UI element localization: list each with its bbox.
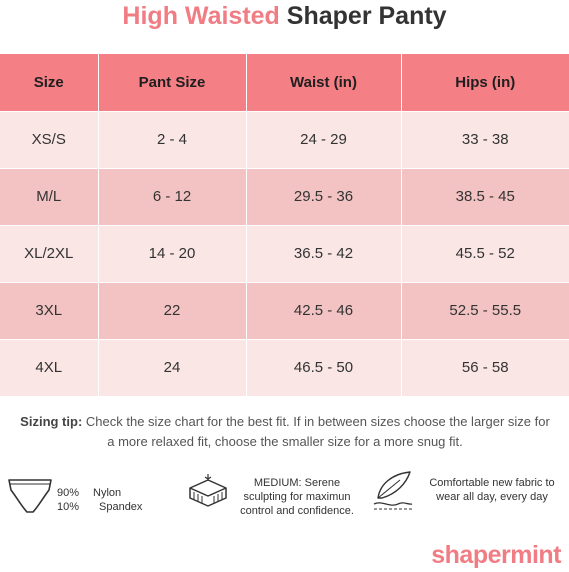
feature-fabric: 90% 10% Nylon Spandex [0, 466, 180, 526]
cell-hips: 56 - 58 [461, 359, 509, 377]
header-waist: Waist (in) [246, 54, 402, 111]
cell-pant-size: 2 - 4 [98, 111, 247, 168]
cell-size: M/L [0, 168, 99, 225]
panty-icon [8, 479, 52, 513]
cell-hips: 38.5 - 45 [455, 188, 515, 205]
fabric-spandex: Spandex [99, 501, 143, 513]
header-hips: Hips (in) [455, 73, 516, 91]
comfort-line-2: wear all day, every day [436, 491, 548, 503]
cell-size: 4XL [0, 339, 99, 396]
cell-hips: 33 - 38 [461, 131, 509, 148]
cell-waist: 36.5 - 42 [246, 225, 402, 282]
cell-size: XL/2XL [0, 225, 99, 282]
compression-layers-icon [189, 474, 227, 507]
sizing-tip-text: Check the size chart for the best fit. I… [85, 414, 550, 449]
cell-waist: 46.5 - 50 [246, 339, 402, 396]
sizing-tip-label: Sizing tip: [20, 414, 83, 429]
compression-line-3: control and confidence. [240, 505, 354, 517]
table-row: 4XL 24 46.5 - 50 56 - 58 [0, 339, 569, 396]
table-header-row: Size Pant Size Waist (in) Hips (in) [0, 54, 569, 111]
cell-pant-size: 24 [98, 339, 247, 396]
cell-hips: 52.5 - 55.5 [449, 302, 522, 319]
table-row: XS/S 2 - 4 24 - 29 33 - 38 [0, 111, 569, 168]
table-row: XL/2XL 14 - 20 36.5 - 42 45.5 - 52 [0, 225, 569, 282]
fabric-nylon: Nylon [93, 487, 122, 499]
feature-compression: MEDIUM: Serene sculpting for maximun con… [180, 466, 370, 526]
size-chart-table: Size Pant Size Waist (in) Hips (in) XS/S… [0, 54, 569, 396]
cell-size: 3XL [0, 282, 99, 339]
cell-pant-size: 14 - 20 [98, 225, 247, 282]
header-pant-size: Pant Size [98, 54, 247, 111]
feather-icon [373, 471, 413, 510]
comfort-line-1: Comfortable new fabric to [429, 477, 555, 489]
title-accent: High Waisted [122, 2, 280, 30]
table-row: M/L 6 - 12 29.5 - 36 38.5 - 45 [0, 168, 569, 225]
feature-comfort: Comfortable new fabric to wear all day, … [368, 466, 568, 526]
compression-line-2: sculpting for maximun [243, 491, 351, 503]
table-row: 3XL 22 42.5 - 46 52.5 - 55.5 [0, 282, 569, 339]
compression-line-1: MEDIUM: Serene [253, 477, 341, 489]
header-size: Size [0, 54, 99, 111]
shapermint-logo: shapermint [431, 541, 561, 569]
sizing-tip: Sizing tip: Check the size chart for the… [20, 412, 550, 452]
page-title: High Waisted Shaper Panty [0, 0, 569, 32]
fabric-pct-spandex: 10% [57, 501, 80, 513]
cell-waist: 24 - 29 [246, 111, 402, 168]
cell-waist: 42.5 - 46 [246, 282, 402, 339]
cell-hips: 45.5 - 52 [455, 245, 515, 262]
cell-pant-size: 22 [98, 282, 247, 339]
fabric-pct-nylon: 90% [57, 487, 80, 499]
cell-size: XS/S [0, 111, 99, 168]
cell-pant-size: 6 - 12 [98, 168, 247, 225]
title-rest: Shaper Panty [286, 2, 447, 30]
cell-waist: 29.5 - 36 [246, 168, 402, 225]
